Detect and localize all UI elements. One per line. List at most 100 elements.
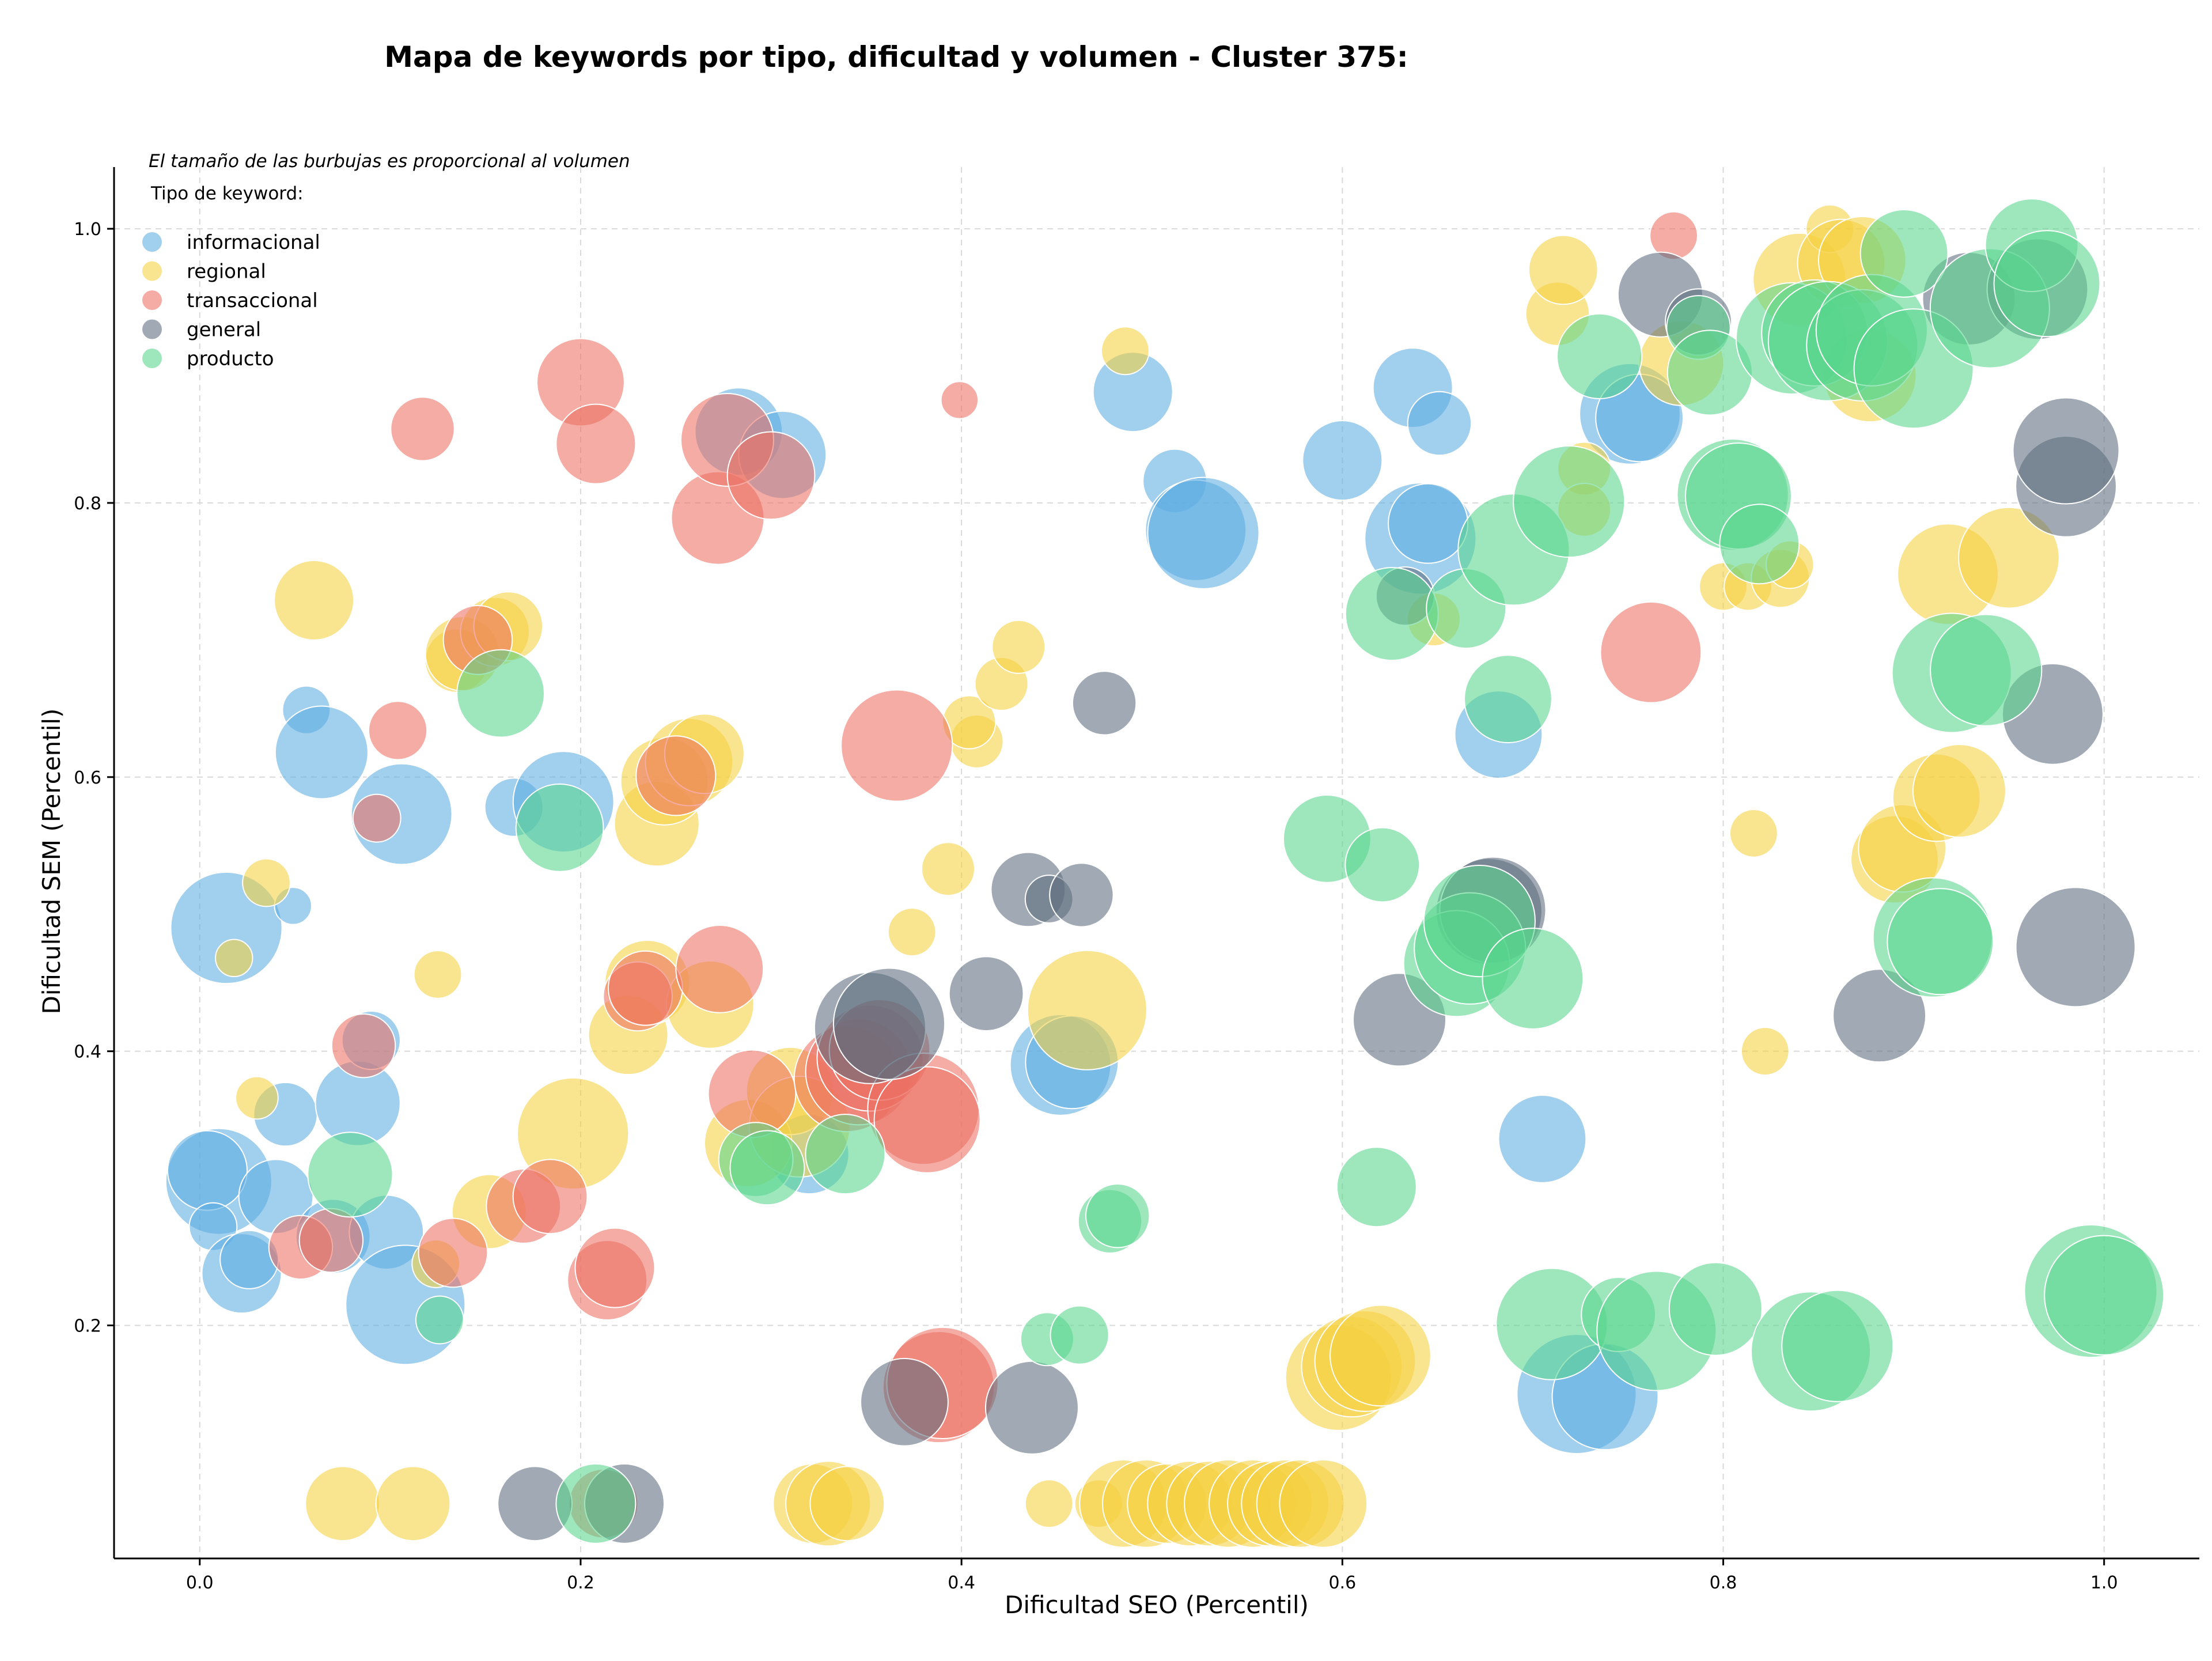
x-tick-label: 1.0 xyxy=(2090,1573,2118,1593)
x-tick-label: 0.2 xyxy=(567,1573,594,1593)
bubble-informacional xyxy=(166,1130,248,1211)
bubble-general xyxy=(860,1357,949,1447)
bubble-regional xyxy=(1740,1027,1790,1076)
y-tick-label: 0.2 xyxy=(74,1316,101,1337)
legend-label-transaccional: transaccional xyxy=(187,289,318,312)
bubble-informacional xyxy=(274,705,369,800)
bubble-transaccional xyxy=(675,924,764,1013)
bubble-regional xyxy=(809,1466,885,1542)
x-tick-label: 0.6 xyxy=(1328,1573,1356,1593)
bubble-regional xyxy=(235,1076,279,1120)
bubble-producto xyxy=(1556,313,1643,399)
legend-label-general: general xyxy=(187,319,261,342)
bubble-general xyxy=(1832,968,1927,1063)
bubble-transaccional xyxy=(574,1227,656,1308)
bubble-transaccional xyxy=(840,689,953,802)
y-axis-label: Dificultad SEM (Percentil) xyxy=(37,709,66,1015)
bubble-general xyxy=(1071,671,1137,736)
bubble-producto xyxy=(1513,445,1626,558)
bubble-regional xyxy=(413,950,463,999)
x-tick-label: 0.4 xyxy=(948,1573,975,1593)
bubble-transaccional xyxy=(298,1208,364,1273)
bubble-regional xyxy=(215,939,253,978)
bubble-regional xyxy=(921,842,975,896)
bubble-informacional xyxy=(1302,420,1383,501)
bubble-producto xyxy=(1085,1183,1150,1248)
bubble-producto xyxy=(1719,504,1800,585)
bubble-transaccional xyxy=(512,1159,588,1235)
bubble-producto xyxy=(1781,1289,1894,1402)
bubble-producto xyxy=(1344,827,1421,903)
bubble-general xyxy=(2012,397,2120,505)
bubble-regional xyxy=(1729,808,1778,858)
bubble-regional xyxy=(1528,234,1599,305)
bubble-producto xyxy=(729,1130,805,1206)
bubble-regional xyxy=(1958,506,2060,609)
bubble-informacional xyxy=(1147,476,1260,589)
x-tick-label: 0.0 xyxy=(186,1573,214,1593)
y-tick-label: 0.6 xyxy=(74,768,101,788)
bubble-producto xyxy=(1464,654,1552,744)
legend-marker-producto xyxy=(142,349,162,368)
legend-marker-transaccional xyxy=(142,290,162,310)
legend-title: Tipo de keyword: xyxy=(150,183,304,204)
bubble-producto xyxy=(1344,567,1439,661)
bubble-transaccional xyxy=(635,735,717,816)
legend-marker-informacional xyxy=(142,232,162,252)
bubble-producto xyxy=(515,783,604,872)
bubble-regional xyxy=(305,1466,381,1542)
bubble-producto xyxy=(805,1114,886,1195)
bubble-informacional xyxy=(1388,483,1469,564)
bubble-general xyxy=(1049,862,1114,928)
bubble-regional xyxy=(1027,949,1147,1070)
y-tick-label: 1.0 xyxy=(74,220,101,240)
axes-layer: 0.0 0.2 0.4 0.6 0.8 1.0 0.2 0.4 0.6 0.8 1.0 xyxy=(74,167,2199,1593)
bubble-producto xyxy=(1930,614,2043,727)
bubble-transaccional xyxy=(418,1217,488,1288)
legend-label-regional: regional xyxy=(187,260,266,283)
series-producto xyxy=(307,198,2165,1544)
bubble-regional xyxy=(1912,744,2006,838)
chart-title: Mapa de keywords por tipo, dificultad y … xyxy=(384,40,1408,74)
bubble-regional xyxy=(274,559,355,641)
bubble-producto xyxy=(1887,888,1994,996)
legend-marker-general xyxy=(142,319,162,339)
bubble-transaccional xyxy=(368,701,428,760)
bubble-regional xyxy=(375,1466,451,1542)
bubble-regional xyxy=(1330,1304,1431,1407)
bubble-layer xyxy=(165,198,2165,1548)
bubble-transaccional xyxy=(331,1013,396,1079)
bubble-transaccional xyxy=(352,793,402,843)
bubble-producto xyxy=(1050,1305,1109,1365)
bubble-transaccional xyxy=(940,381,979,419)
bubble-transaccional xyxy=(607,950,683,1026)
bubble-producto xyxy=(1993,230,2101,338)
x-tick-label: 0.8 xyxy=(1710,1573,1737,1593)
bubble-regional xyxy=(1024,1479,1074,1528)
bubble-producto xyxy=(456,649,546,738)
bubble-regional xyxy=(1101,326,1150,376)
bubble-regional xyxy=(887,907,937,957)
bubble-producto xyxy=(307,1132,393,1218)
legend-label-producto: producto xyxy=(187,347,274,370)
bubble-general xyxy=(832,967,946,1080)
bubble-producto xyxy=(1336,1147,1417,1228)
x-axis-label: Dificultad SEO (Percentil) xyxy=(1005,1591,1309,1619)
legend-marker-regional xyxy=(142,261,162,281)
bubble-producto xyxy=(415,1295,464,1345)
bubble-regional xyxy=(1279,1459,1368,1548)
bubble-general xyxy=(2015,887,2136,1008)
bubble-producto xyxy=(2044,1235,2165,1356)
bubble-producto xyxy=(1482,928,1584,1030)
legend: El tamaño de las burbujas es proporciona… xyxy=(142,151,630,370)
bubble-transaccional xyxy=(873,1066,981,1174)
bubble-transaccional xyxy=(1600,601,1702,703)
bubble-informacional xyxy=(1498,1095,1587,1183)
y-tick-label: 0.4 xyxy=(74,1042,101,1062)
legend-note: El tamaño de las burbujas es proporciona… xyxy=(149,151,630,172)
bubble-transaccional xyxy=(390,396,455,461)
bubble-informacional xyxy=(1407,391,1472,456)
bubble-general xyxy=(984,1360,1079,1455)
bubble-general xyxy=(948,956,1024,1032)
